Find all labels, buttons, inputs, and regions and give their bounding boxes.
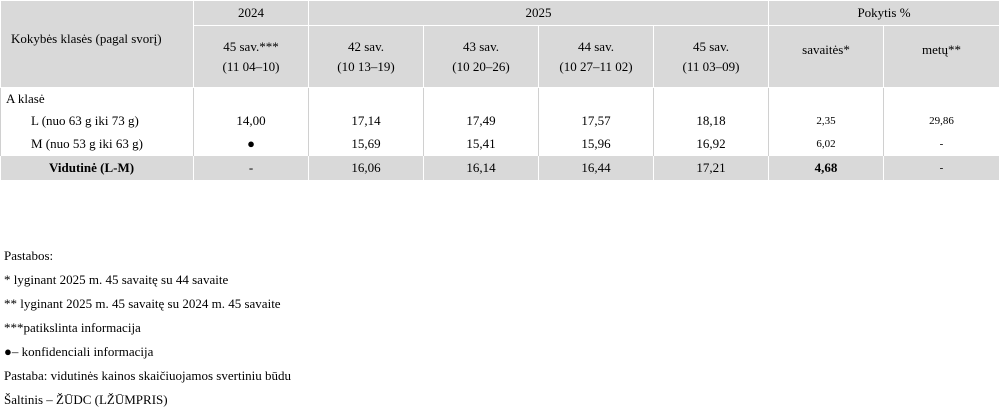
week-label: 45 sav.	[654, 37, 768, 57]
cell: Vidutinė (L-M)	[1, 156, 194, 181]
header-cell: 44 sav.(10 27–11 02)	[539, 26, 654, 88]
week-label: 43 sav.	[424, 37, 538, 57]
header-cell: 45 sav.***(11 04–10)	[194, 26, 309, 88]
section-row: A klasė	[1, 88, 999, 110]
cell: 17,21	[654, 156, 769, 181]
cell	[769, 88, 884, 110]
cell: 15,96	[539, 132, 654, 156]
week-dates: (11 03–09)	[654, 57, 768, 77]
note-line: Pastabos:	[4, 244, 291, 268]
header-row: Kokybės klasės (pagal svorį) 2024 2025 P…	[1, 1, 999, 26]
cell: 4,68	[769, 156, 884, 181]
cell: 14,00	[194, 109, 309, 132]
header-cell: savaitės*	[769, 26, 884, 88]
cell: 18,18	[654, 109, 769, 132]
week-dates: (10 13–19)	[309, 57, 423, 77]
cell: 2,35	[769, 109, 884, 132]
cell	[654, 88, 769, 110]
cell	[309, 88, 424, 110]
cell: 16,06	[309, 156, 424, 181]
cell: -	[884, 132, 999, 156]
header-cell: 43 sav.(10 20–26)	[424, 26, 539, 88]
week-label: 45 sav.***	[194, 37, 308, 57]
cell: 17,49	[424, 109, 539, 132]
cell: M (nuo 53 g iki 63 g)	[1, 132, 194, 156]
week-label: 42 sav.	[309, 37, 423, 57]
header-cell: 2024	[194, 1, 309, 26]
note-line: * lyginant 2025 m. 45 savaitę su 44 sava…	[4, 268, 291, 292]
cell: 15,69	[309, 132, 424, 156]
header-cell: metų**	[884, 26, 999, 88]
cell: 15,41	[424, 132, 539, 156]
cell: 17,57	[539, 109, 654, 132]
header-cell: Pokytis %	[769, 1, 999, 26]
cell	[539, 88, 654, 110]
note-line: Pastaba: vidutinės kainos skaičiuojamos …	[4, 364, 291, 388]
header-cell: Kokybės klasės (pagal svorį)	[1, 1, 194, 88]
week-dates: (11 04–10)	[194, 57, 308, 77]
cell: -	[194, 156, 309, 181]
cell: A klasė	[1, 88, 194, 110]
week-dates: (10 27–11 02)	[539, 57, 653, 77]
cell: 16,44	[539, 156, 654, 181]
cell	[884, 88, 999, 110]
header-cell: 2025	[309, 1, 769, 26]
note-line: ***patikslinta informacija	[4, 316, 291, 340]
cell: 29,86	[884, 109, 999, 132]
notes: Pastabos:* lyginant 2025 m. 45 savaitę s…	[4, 244, 291, 412]
note-line: ** lyginant 2025 m. 45 savaitę su 2024 m…	[4, 292, 291, 316]
price-table: Kokybės klasės (pagal svorį) 2024 2025 P…	[0, 0, 999, 181]
table-header: Kokybės klasės (pagal svorį) 2024 2025 P…	[1, 1, 999, 88]
header-cell: 45 sav.(11 03–09)	[654, 26, 769, 88]
header-cell: 42 sav.(10 13–19)	[309, 26, 424, 88]
cell: 17,14	[309, 109, 424, 132]
week-dates: (10 20–26)	[424, 57, 538, 77]
cell	[424, 88, 539, 110]
note-line: ●– konfidenciali informacija	[4, 340, 291, 364]
note-line: Šaltinis – ŽŪDC (LŽŪMPRIS)	[4, 388, 291, 412]
cell: 16,92	[654, 132, 769, 156]
cell: -	[884, 156, 999, 181]
cell: ●	[194, 132, 309, 156]
cell	[194, 88, 309, 110]
cell: L (nuo 63 g iki 73 g)	[1, 109, 194, 132]
cell: 16,14	[424, 156, 539, 181]
cell: 6,02	[769, 132, 884, 156]
week-label: 44 sav.	[539, 37, 653, 57]
